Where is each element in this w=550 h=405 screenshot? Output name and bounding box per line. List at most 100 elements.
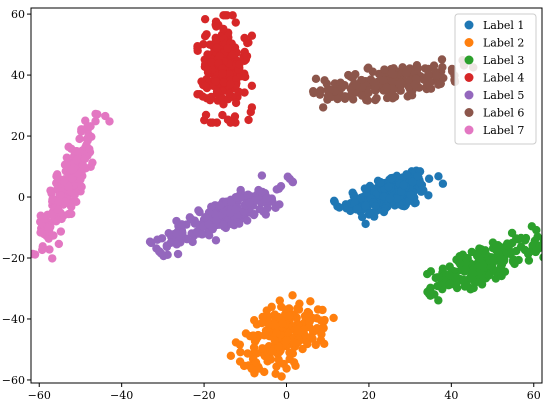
data-point [91,117,100,126]
data-point [434,296,443,305]
data-point [260,331,269,340]
data-point [64,182,73,192]
data-point [496,254,506,263]
data-point [382,83,391,92]
axis-ticks: −60 −40 −20 0 20 40 60 −60 −40 −20 0 20 40 60 [2,8,541,402]
data-point [478,261,488,270]
x-tick-label: 60 [527,389,541,402]
data-point [288,291,297,300]
data-point [323,91,333,100]
data-point [248,331,258,340]
data-point [426,291,435,300]
data-point [539,253,542,262]
y-tick-label: 20 [11,130,25,143]
data-point [241,329,251,338]
y-tick-label: 40 [11,69,25,82]
data-point [291,361,300,371]
data-point [268,347,277,356]
data-point [172,240,181,249]
data-point [54,197,63,206]
data-point [38,245,47,255]
data-point [258,344,267,353]
data-point [424,191,433,200]
data-point [208,223,217,232]
data-point [228,50,238,59]
data-point [271,369,280,379]
data-point [434,172,443,181]
data-point [357,212,367,222]
data-point [350,198,359,207]
data-point [477,280,487,289]
data-point [303,339,312,349]
legend-marker [464,73,474,82]
data-point [272,329,281,338]
data-point [371,201,380,211]
data-point [293,325,302,335]
data-point [211,77,221,86]
data-point [349,192,359,201]
legend-label: Label 5 [483,89,524,102]
data-point [432,71,441,80]
data-point [384,182,393,192]
data-point [532,225,541,235]
data-point [403,92,412,101]
data-point [330,197,339,207]
data-point [285,311,294,321]
x-tick-label: 40 [444,389,458,402]
data-point [67,174,77,183]
data-point [198,92,207,101]
series-label-7 [31,109,114,263]
data-point [263,203,272,213]
data-point [318,103,328,112]
y-tick-label: −60 [2,374,25,387]
data-point [83,122,92,131]
data-point [285,348,294,357]
legend-label: Label 1 [483,19,524,32]
data-point [380,65,389,74]
data-point [45,245,54,254]
legend-marker [464,20,474,30]
data-point [49,231,58,240]
data-point [320,315,329,325]
data-point [274,342,283,351]
data-point [236,347,245,357]
data-point [52,171,61,180]
data-point [225,89,234,98]
data-point [211,36,221,45]
data-point [438,62,447,72]
legend-marker [464,125,474,135]
data-point [240,33,249,43]
data-point [258,312,267,322]
data-point [153,235,162,244]
y-tick-label: 0 [18,191,25,204]
data-point [278,319,287,329]
data-point [339,81,349,90]
data-point [226,80,235,89]
legend-label: Label 6 [483,107,524,120]
data-point [231,98,241,108]
data-point [311,74,321,84]
data-point [218,110,227,120]
data-point [242,216,252,225]
data-point [320,76,329,85]
data-point [173,249,183,259]
data-point [289,338,299,348]
data-point [497,271,506,281]
data-point [226,351,236,361]
data-point [340,92,350,101]
data-point [262,193,271,203]
data-point [200,14,210,24]
data-point [257,171,267,180]
data-point [275,200,284,209]
data-point [531,246,541,256]
data-point [282,336,291,345]
data-point [197,230,207,239]
data-point [274,312,283,322]
data-point [369,78,379,87]
data-point [424,174,434,183]
data-point [329,313,338,323]
data-point [422,76,431,85]
data-point [401,68,411,78]
data-point [356,193,365,203]
